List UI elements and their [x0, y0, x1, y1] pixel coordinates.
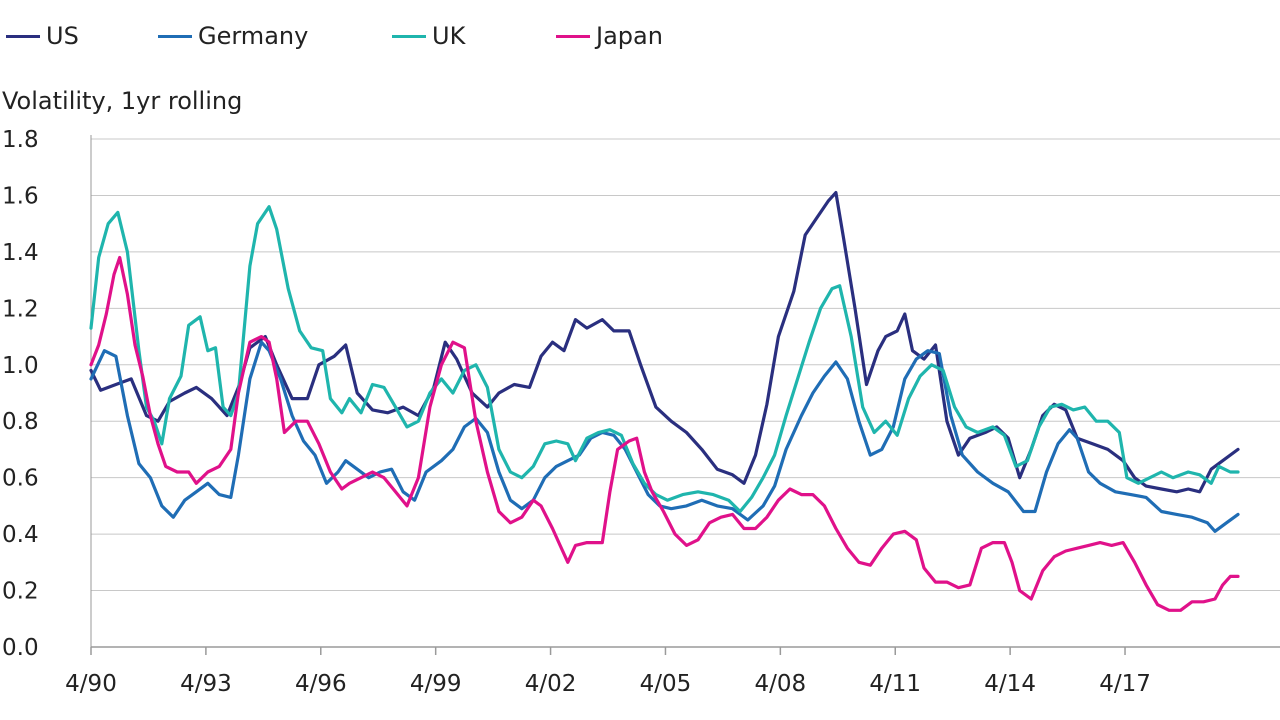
y-tick-label: 1.2: [2, 296, 39, 322]
y-tick-label: 1.0: [2, 353, 39, 379]
x-tick-label: 4/90: [65, 671, 117, 697]
legend-item-uk: UK: [392, 18, 465, 54]
y-tick-label: 0.2: [2, 579, 39, 605]
y-tick-label: 0.6: [2, 466, 39, 492]
y-tick-label: 0.8: [2, 409, 39, 435]
legend-label-japan: Japan: [596, 22, 663, 50]
y-tick-label: 0.0: [2, 635, 39, 661]
legend-swatch-germany: [158, 34, 192, 38]
series-line-us: [89, 191, 1240, 494]
gridlines: [91, 138, 1280, 648]
x-tick-label: 4/17: [1099, 671, 1151, 697]
legend-swatch-japan: [556, 34, 590, 38]
x-tick-label: 4/99: [410, 671, 462, 697]
legend-label-us: US: [46, 22, 79, 50]
series-lines: [89, 191, 1240, 612]
x-tick-label: 4/02: [525, 671, 577, 697]
series-line-japan: [89, 255, 1240, 612]
x-tick-label: 4/05: [640, 671, 692, 697]
y-axis-label: Volatility, 1yr rolling: [2, 87, 243, 115]
x-tick-label: 4/14: [984, 671, 1036, 697]
y-tick-label: 1.4: [2, 240, 39, 266]
legend-swatch-uk: [392, 34, 426, 38]
x-tick-label: 4/93: [180, 671, 232, 697]
legend-item-germany: Germany: [158, 18, 308, 54]
legend-swatch-us: [6, 34, 40, 38]
y-tick-label: 1.8: [2, 127, 39, 153]
legend-item-us: US: [6, 18, 79, 54]
legend: US Germany UK Japan: [0, 18, 1280, 58]
legend-item-japan: Japan: [556, 18, 663, 54]
y-tick-label: 1.6: [2, 183, 39, 209]
x-tick-label: 4/08: [755, 671, 807, 697]
x-tick-label: 4/11: [869, 671, 921, 697]
axes: 0.0 0.2 0.4 0.6 0.8 1.0 1.2 1.4 1.6 1.8 4/90 4/93 4/…: [2, 127, 1280, 697]
legend-label-uk: UK: [432, 22, 466, 50]
series-line-uk: [89, 205, 1240, 514]
legend-label-germany: Germany: [198, 22, 309, 50]
y-tick-label: 0.4: [2, 522, 39, 548]
x-tick-label: 4/96: [295, 671, 347, 697]
series-line-germany: [89, 340, 1240, 533]
